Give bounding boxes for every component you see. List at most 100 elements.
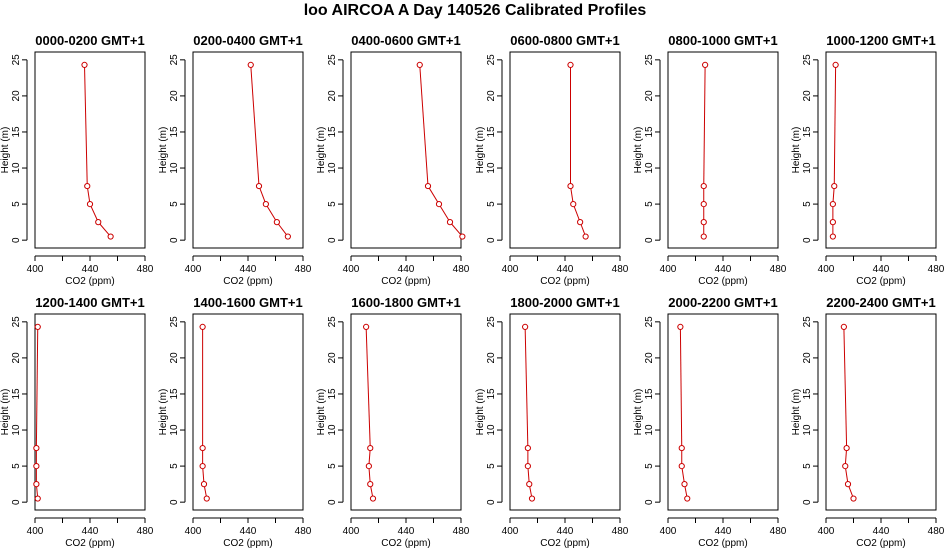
profile-segment: [419, 64, 429, 187]
panel-title: 1200-1400 GMT+1: [35, 295, 144, 310]
x-axis-label: CO2 (ppm): [65, 538, 114, 549]
plot-frame: [34, 313, 146, 511]
y-tick-label: 20: [486, 352, 497, 364]
panel-5: 0800-1000 GMT+1 400 440 480 CO2 (ppm) 0 5 10 15 2…: [633, 33, 787, 287]
x-tick-label: 400: [502, 526, 519, 537]
y-tick-label: 5: [486, 201, 497, 207]
plot-frame: [192, 313, 304, 511]
x-tick-label: 480: [295, 526, 312, 537]
y-tick-label: 15: [486, 388, 497, 400]
x-axis-label: CO2 (ppm): [698, 276, 747, 287]
x-tick-label: 400: [343, 264, 360, 275]
y-tick-label: 10: [169, 424, 180, 436]
y-tick-label: 20: [486, 90, 497, 102]
y-axis-label: Height (m): [791, 127, 802, 174]
y-tick-label: 0: [169, 237, 180, 243]
data-point: [829, 219, 836, 226]
y-tick-label: 25: [802, 54, 813, 66]
x-tick-label: 480: [612, 526, 629, 537]
data-point: [524, 462, 531, 470]
y-tick-label: 10: [802, 162, 813, 174]
data-point: [273, 219, 280, 226]
data-point: [369, 495, 377, 502]
y-tick-label: 15: [644, 388, 655, 400]
plot-frame: [667, 51, 779, 249]
x-tick-label: 480: [612, 264, 629, 275]
y-tick-label: 20: [802, 90, 813, 102]
profile-segment: [572, 203, 581, 223]
panel-title: 2200-2400 GMT+1: [826, 295, 935, 310]
data-point: [446, 219, 454, 226]
data-point: [831, 182, 838, 190]
y-tick-label: 20: [11, 90, 22, 102]
profile-segment: [365, 326, 371, 449]
x-tick-label: 400: [343, 526, 360, 537]
panel-10: 1800-2000 GMT+1 400 440 480 CO2 (ppm) 0 5 10 15 2…: [475, 295, 629, 549]
data-point: [363, 323, 370, 330]
x-tick-label: 440: [715, 264, 732, 275]
panel-8: 1400-1600 GMT+1 400 440 480 CO2 (ppm) 0 5 10 15 2…: [158, 295, 312, 549]
x-tick-label: 400: [185, 526, 202, 537]
y-tick-label: 10: [486, 424, 497, 436]
profile-segment: [89, 203, 99, 223]
y-tick-label: 10: [11, 424, 22, 436]
y-tick-label: 25: [802, 316, 813, 328]
panel-title: 0600-0800 GMT+1: [510, 33, 619, 48]
profile-segment: [258, 185, 267, 205]
data-point: [416, 61, 423, 68]
plot-frame: [667, 313, 779, 511]
x-axis-label: CO2 (ppm): [540, 276, 589, 287]
y-tick-label: 25: [644, 54, 655, 66]
plot-frame: [192, 51, 304, 249]
data-point: [582, 233, 589, 240]
x-tick-label: 440: [240, 526, 257, 537]
data-point: [702, 61, 709, 68]
x-axis-label: CO2 (ppm): [856, 538, 905, 549]
panel-title: 0000-0200 GMT+1: [35, 33, 144, 48]
y-tick-label: 0: [327, 499, 338, 505]
data-point: [84, 182, 91, 190]
y-tick-label: 15: [486, 126, 497, 138]
y-tick-label: 5: [644, 463, 655, 469]
panel-title: 2000-2200 GMT+1: [668, 295, 777, 310]
x-tick-label: 440: [398, 526, 415, 537]
x-tick-label: 440: [873, 526, 890, 537]
profile-segment: [449, 221, 463, 237]
y-tick-label: 15: [327, 126, 338, 138]
profile-segment: [524, 326, 529, 449]
x-tick-label: 400: [27, 526, 44, 537]
x-tick-label: 400: [818, 264, 835, 275]
data-point: [570, 200, 577, 208]
y-tick-label: 0: [11, 237, 22, 243]
y-tick-label: 5: [644, 201, 655, 207]
x-tick-label: 480: [770, 526, 787, 537]
y-tick-label: 15: [327, 388, 338, 400]
x-tick-label: 480: [453, 526, 470, 537]
data-point: [200, 481, 208, 488]
data-point: [842, 462, 849, 470]
x-tick-label: 440: [240, 264, 257, 275]
data-point: [199, 444, 206, 452]
x-tick-label: 400: [660, 526, 677, 537]
x-tick-label: 400: [818, 526, 835, 537]
y-tick-label: 5: [11, 463, 22, 469]
data-point: [424, 182, 432, 190]
x-axis-label: CO2 (ppm): [856, 276, 905, 287]
plot-frame: [509, 313, 621, 511]
y-tick-label: 20: [327, 352, 338, 364]
y-axis-label: Height (m): [158, 127, 169, 174]
data-point: [840, 323, 847, 330]
data-point: [34, 323, 41, 330]
plot-frame: [34, 51, 146, 249]
y-tick-label: 25: [11, 54, 22, 66]
data-point: [528, 495, 536, 502]
y-tick-label: 5: [169, 201, 180, 207]
y-tick-label: 10: [644, 424, 655, 436]
profile-segment: [427, 185, 440, 205]
y-tick-label: 5: [486, 463, 497, 469]
x-axis-label: CO2 (ppm): [381, 538, 430, 549]
x-tick-label: 440: [557, 264, 574, 275]
panel-7: 1200-1400 GMT+1 400 440 480 CO2 (ppm) 0 5 10 15 2…: [0, 295, 154, 549]
y-tick-label: 0: [327, 237, 338, 243]
